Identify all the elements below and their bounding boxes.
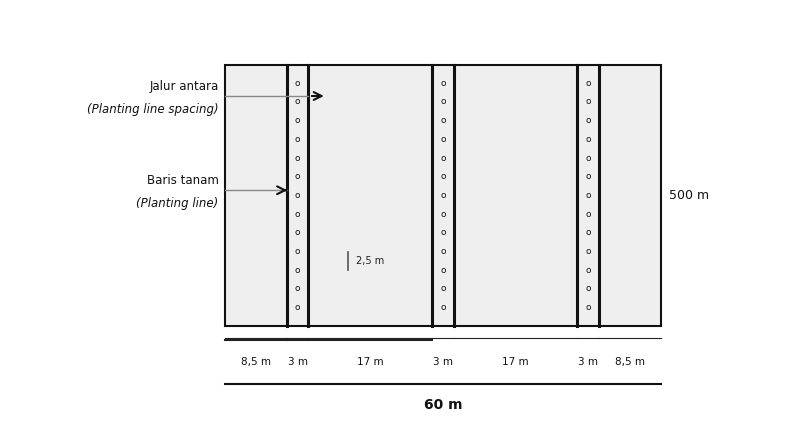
Text: o: o bbox=[440, 210, 445, 219]
Text: (Planting line spacing): (Planting line spacing) bbox=[87, 103, 218, 116]
Text: Jalur antara: Jalur antara bbox=[149, 80, 218, 93]
Text: 3 m: 3 m bbox=[287, 357, 307, 367]
Text: o: o bbox=[295, 98, 300, 107]
Text: o: o bbox=[586, 285, 592, 293]
Text: 8,5 m: 8,5 m bbox=[241, 357, 271, 367]
Text: o: o bbox=[586, 153, 592, 163]
Text: o: o bbox=[295, 247, 300, 256]
Text: o: o bbox=[295, 191, 300, 200]
Text: o: o bbox=[440, 247, 445, 256]
Text: (Planting line): (Planting line) bbox=[137, 197, 218, 210]
Text: o: o bbox=[295, 210, 300, 219]
Text: o: o bbox=[440, 116, 445, 125]
Text: o: o bbox=[586, 172, 592, 181]
Text: o: o bbox=[586, 210, 592, 219]
Text: o: o bbox=[586, 116, 592, 125]
Text: o: o bbox=[440, 266, 445, 275]
Text: 3 m: 3 m bbox=[433, 357, 453, 367]
Text: Baris tanam: Baris tanam bbox=[147, 174, 218, 187]
Text: o: o bbox=[586, 98, 592, 107]
Text: o: o bbox=[440, 191, 445, 200]
Text: 3 m: 3 m bbox=[578, 357, 599, 367]
Text: o: o bbox=[440, 285, 445, 293]
Text: o: o bbox=[295, 266, 300, 275]
Text: o: o bbox=[295, 135, 300, 144]
Text: o: o bbox=[295, 229, 300, 237]
Text: o: o bbox=[440, 229, 445, 237]
Text: 2,5 m: 2,5 m bbox=[356, 256, 384, 266]
Text: 500 m: 500 m bbox=[669, 189, 708, 202]
Text: o: o bbox=[295, 303, 300, 312]
Text: o: o bbox=[586, 229, 592, 237]
Text: o: o bbox=[440, 172, 445, 181]
Text: o: o bbox=[440, 153, 445, 163]
Text: o: o bbox=[440, 79, 445, 88]
Text: o: o bbox=[440, 98, 445, 107]
Text: 17 m: 17 m bbox=[503, 357, 529, 367]
Text: o: o bbox=[586, 303, 592, 312]
Text: o: o bbox=[295, 172, 300, 181]
Text: o: o bbox=[586, 191, 592, 200]
Text: o: o bbox=[295, 285, 300, 293]
Text: o: o bbox=[295, 116, 300, 125]
Text: 8,5 m: 8,5 m bbox=[615, 357, 646, 367]
Text: o: o bbox=[295, 79, 300, 88]
Text: 60 m: 60 m bbox=[424, 398, 462, 412]
Text: 17 m: 17 m bbox=[357, 357, 384, 367]
Text: o: o bbox=[586, 79, 592, 88]
Text: o: o bbox=[440, 135, 445, 144]
Text: o: o bbox=[440, 303, 445, 312]
Text: o: o bbox=[586, 266, 592, 275]
Text: o: o bbox=[295, 153, 300, 163]
Text: o: o bbox=[586, 135, 592, 144]
Text: o: o bbox=[586, 247, 592, 256]
